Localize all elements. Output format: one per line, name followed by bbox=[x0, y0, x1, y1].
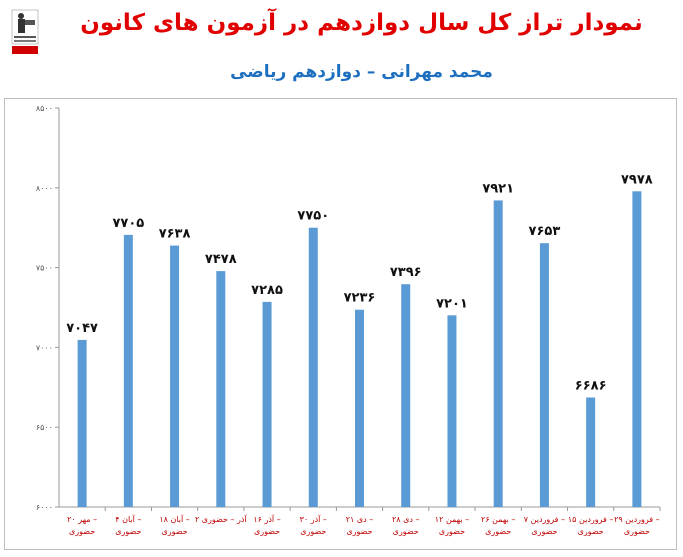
x-tick-label: ۲۱ دی – bbox=[346, 515, 374, 524]
bar bbox=[401, 284, 411, 507]
bar bbox=[308, 227, 318, 507]
x-tick-label: حضوری bbox=[346, 527, 372, 536]
data-label: ۷۷۰۵ bbox=[112, 216, 144, 231]
x-tick-label: ۴ آبان – bbox=[115, 514, 141, 524]
x-tick-label: حضوری bbox=[578, 527, 604, 536]
x-tick-label: حضوری bbox=[254, 527, 280, 536]
chart-subtitle: محمد مهرانی – دوازدهم ریاضی bbox=[230, 62, 493, 82]
y-tick-label: ۷۵۰۰ bbox=[36, 264, 53, 273]
data-label: ۷۷۵۰ bbox=[297, 209, 329, 224]
bar bbox=[77, 339, 87, 507]
x-tick-label: ۱۸ آبان – bbox=[159, 514, 189, 524]
bar bbox=[262, 301, 272, 507]
y-tick-label: ۶۵۰۰ bbox=[36, 423, 53, 432]
bar bbox=[447, 315, 457, 507]
data-label: ۷۳۹۶ bbox=[390, 265, 422, 280]
data-label: ۷۲۰۱ bbox=[436, 296, 468, 311]
bar bbox=[586, 397, 596, 507]
chart-frame bbox=[4, 98, 677, 550]
x-tick-label: حضوری bbox=[162, 527, 188, 536]
data-label: ۷۶۵۳ bbox=[529, 224, 561, 239]
x-tick-label: ۲۹ فروردین – bbox=[614, 515, 660, 524]
x-tick-label: ۱۲ بهمن – bbox=[435, 515, 469, 524]
data-label: ۷۴۷۸ bbox=[205, 252, 237, 267]
data-label: ۶۶۸۶ bbox=[575, 379, 607, 394]
bar bbox=[123, 234, 133, 507]
bar bbox=[170, 245, 180, 507]
chart-title: نمودار تراز کل سال دوازدهم در آزمون های … bbox=[80, 10, 643, 36]
x-tick-label: حضوری bbox=[69, 527, 95, 536]
x-tick-label: ۱۵ فروردین – bbox=[568, 515, 614, 524]
x-tick-label: حضوری bbox=[439, 527, 465, 536]
bar bbox=[355, 309, 364, 507]
data-label: ۷۹۲۱ bbox=[482, 181, 514, 196]
y-tick-label: ۷۰۰۰ bbox=[36, 343, 53, 352]
data-label: ۷۰۴۷ bbox=[66, 321, 98, 336]
x-tick-label: حضوری bbox=[300, 527, 326, 536]
bar bbox=[216, 271, 226, 507]
y-tick-label: ۶۰۰۰ bbox=[36, 503, 53, 512]
logo-icon bbox=[8, 8, 42, 58]
x-tick-label: ۲۰ مهر – bbox=[67, 515, 97, 524]
y-tick-label: ۸۵۰۰ bbox=[36, 104, 53, 113]
x-tick-label: حضوری bbox=[531, 527, 557, 536]
y-tick-label: ۸۰۰۰ bbox=[36, 184, 53, 193]
data-label: ۷۶۳۸ bbox=[159, 227, 191, 242]
data-label: ۷۲۸۵ bbox=[251, 283, 283, 298]
x-tick-label: ۲۸ دی – bbox=[392, 515, 420, 524]
x-tick-label: ۲ آذر – حضوری bbox=[195, 514, 247, 524]
x-tick-label: حضوری bbox=[624, 527, 650, 536]
x-tick-label: حضوری bbox=[115, 527, 141, 536]
x-tick-label: ۲۶ بهمن – bbox=[481, 515, 515, 524]
x-tick-label: حضوری bbox=[485, 527, 511, 536]
bar bbox=[632, 191, 642, 507]
bar bbox=[539, 243, 549, 507]
data-label: ۷۲۳۶ bbox=[344, 291, 376, 306]
x-tick-label: ۳۰ آذر – bbox=[300, 514, 327, 524]
bar bbox=[493, 200, 503, 508]
x-tick-label: ۷ فروردین – bbox=[524, 515, 565, 524]
data-label: ۷۹۷۸ bbox=[621, 172, 653, 187]
x-tick-label: ۱۶ آذر – bbox=[253, 514, 280, 524]
x-tick-label: حضوری bbox=[393, 527, 419, 536]
